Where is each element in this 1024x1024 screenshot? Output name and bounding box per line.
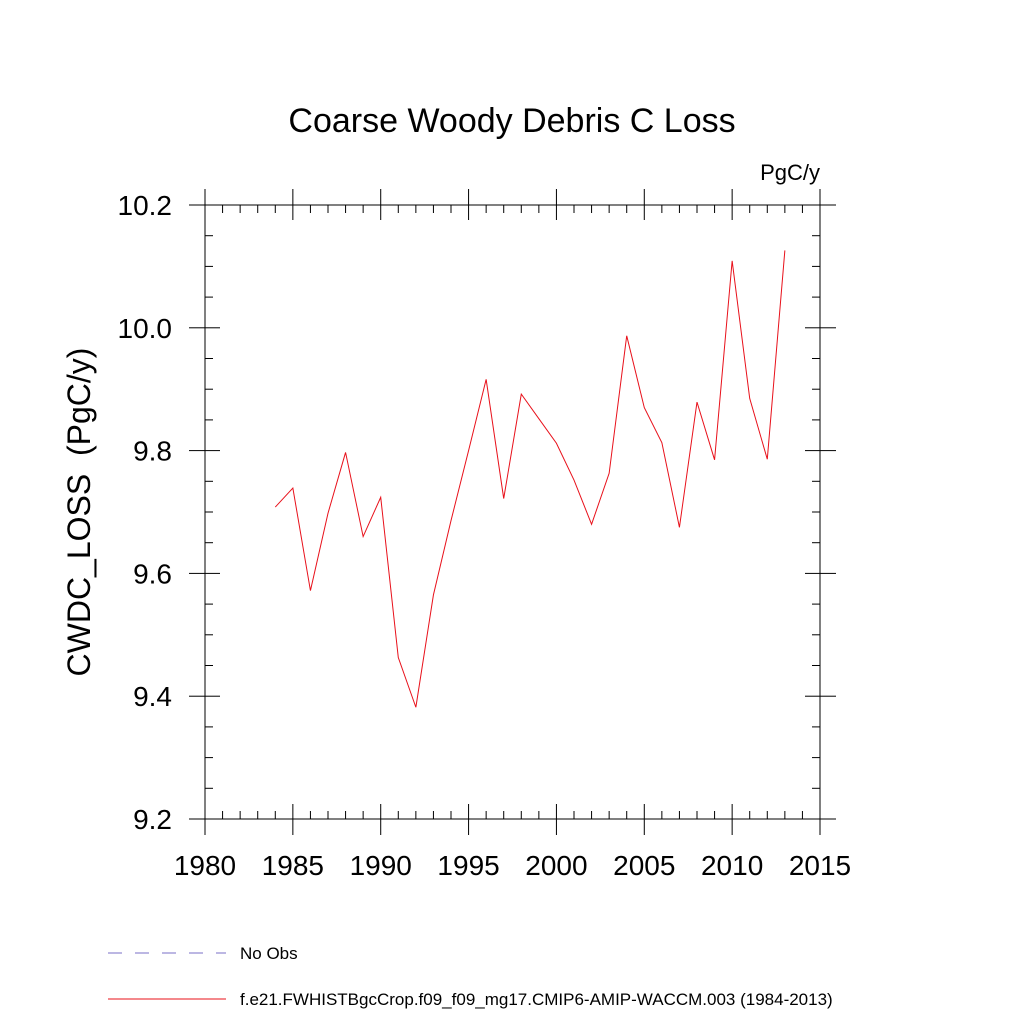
x-tick-label: 2015	[789, 850, 851, 881]
chart-title: Coarse Woody Debris C Loss	[288, 102, 735, 140]
x-tick-labels: 1980 1985 1990 1995 2000 2005 2010 2015	[174, 850, 851, 881]
x-tick-label: 1995	[437, 850, 499, 881]
y-tick-label: 9.4	[133, 681, 172, 712]
x-tick-label: 1985	[262, 850, 324, 881]
x-tick-label: 2000	[525, 850, 587, 881]
minor-ticks	[205, 205, 820, 819]
legend-label-model: f.e21.FWHISTBgcCrop.f09_f09_mg17.CMIP6-A…	[240, 990, 833, 1009]
y-tick-label: 9.2	[133, 804, 172, 835]
major-ticks	[189, 189, 836, 835]
y-axis-label: CWDC_LOSS (PgC/y)	[61, 348, 97, 677]
legend: No Obs f.e21.FWHISTBgcCrop.f09_f09_mg17.…	[108, 944, 833, 1009]
legend-label-no-obs: No Obs	[240, 944, 298, 963]
y-tick-labels: 9.2 9.4 9.6 9.8 10.0 10.2	[118, 190, 173, 835]
x-tick-label: 1990	[350, 850, 412, 881]
y-tick-label: 9.8	[133, 436, 172, 467]
x-tick-label: 1980	[174, 850, 236, 881]
x-tick-label: 2010	[701, 850, 763, 881]
series-line	[274, 250, 786, 708]
y-tick-label: 9.6	[133, 558, 172, 589]
units-label: PgC/y	[760, 160, 820, 185]
y-tick-label: 10.2	[118, 190, 173, 221]
y-tick-label: 10.0	[118, 313, 173, 344]
x-tick-label: 2005	[613, 850, 675, 881]
series-group	[274, 250, 786, 708]
